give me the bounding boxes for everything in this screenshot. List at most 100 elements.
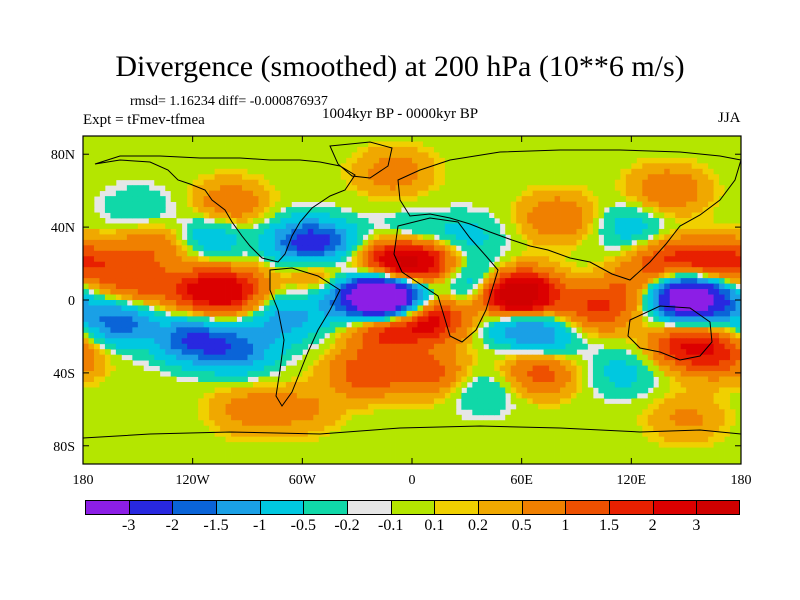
- field-cell: [148, 332, 155, 339]
- field-cell: [576, 157, 583, 164]
- field-cell: [510, 327, 517, 334]
- field-cell: [719, 223, 725, 230]
- field-cell: [631, 283, 638, 290]
- field-cell: [214, 141, 221, 148]
- field-cell: [236, 201, 243, 208]
- field-cell: [587, 223, 594, 230]
- field-cell: [373, 283, 380, 290]
- field-cell: [176, 349, 183, 356]
- field-cell: [291, 196, 298, 202]
- field-cell: [669, 190, 676, 197]
- field-cell: [697, 234, 704, 241]
- field-cell: [521, 223, 528, 230]
- field-cell: [209, 179, 215, 186]
- field-cell: [532, 338, 539, 345]
- field-cell: [373, 343, 380, 350]
- field-cell: [735, 261, 741, 268]
- field-cell: [494, 305, 501, 312]
- field-cell: [137, 300, 144, 306]
- field-cell: [401, 332, 407, 339]
- field-cell: [675, 310, 682, 317]
- field-cell: [280, 152, 287, 159]
- field-cell: [121, 207, 128, 213]
- field-cell: [252, 152, 259, 159]
- field-cell: [571, 261, 577, 268]
- field-cell: [236, 272, 243, 279]
- field-cell: [203, 190, 210, 197]
- field-cell: [417, 196, 424, 202]
- field-cell: [302, 310, 309, 317]
- field-cell: [603, 310, 610, 317]
- field-cell: [379, 256, 385, 263]
- field-cell: [335, 146, 342, 153]
- field-cell: [220, 174, 226, 181]
- field-cell: [620, 305, 627, 312]
- field-cell: [516, 256, 523, 263]
- field-cell: [505, 136, 512, 142]
- field-cell: [697, 245, 704, 252]
- field-cell: [658, 360, 665, 366]
- field-cell: [401, 261, 407, 268]
- field-cell: [560, 289, 566, 295]
- field-cell: [653, 278, 660, 284]
- field-cell: [483, 136, 490, 142]
- field-cell: [126, 185, 133, 192]
- field-cell: [719, 239, 725, 246]
- field-cell: [313, 289, 320, 295]
- field-cell: [631, 360, 638, 366]
- field-cell: [401, 201, 407, 208]
- field-cell: [412, 256, 418, 263]
- field-cell: [658, 146, 665, 153]
- field-cell: [390, 343, 396, 350]
- field-cell: [88, 136, 95, 142]
- field-cell: [83, 168, 89, 175]
- field-cell: [724, 283, 731, 290]
- field-cell: [636, 212, 643, 219]
- field-cell: [220, 283, 226, 290]
- field-cell: [296, 371, 303, 377]
- period-label: 1004kyr BP - 0000kyr BP: [322, 106, 479, 122]
- field-cell: [181, 185, 188, 192]
- field-cell: [724, 212, 731, 219]
- field-cell: [329, 343, 336, 350]
- field-cell: [165, 136, 172, 142]
- field-cell: [439, 223, 446, 230]
- field-cell: [565, 179, 572, 186]
- field-cell: [461, 305, 468, 312]
- field-cell: [390, 245, 396, 252]
- field-cell: [302, 300, 309, 306]
- field-cell: [242, 321, 248, 328]
- field-cell: [631, 223, 638, 230]
- field-cell: [302, 338, 309, 345]
- field-cell: [318, 234, 325, 241]
- field-cell: [187, 179, 194, 186]
- field-cell: [433, 136, 440, 142]
- field-cell: [642, 256, 649, 263]
- field-cell: [373, 141, 380, 148]
- field-cell: [93, 141, 100, 148]
- field-cell: [93, 185, 100, 192]
- field-cell: [576, 185, 583, 192]
- field-cell: [549, 354, 555, 361]
- field-cell: [538, 136, 544, 142]
- field-cell: [697, 365, 704, 372]
- field-cell: [543, 207, 550, 213]
- field-cell: [642, 228, 649, 235]
- field-cell: [214, 278, 221, 284]
- field-cell: [642, 321, 649, 328]
- field-cell: [198, 152, 205, 159]
- field-cell: [285, 332, 292, 339]
- field-cell: [159, 250, 166, 257]
- field-cell: [296, 360, 303, 366]
- field-cell: [137, 256, 144, 263]
- field-cell: [549, 316, 555, 323]
- field-cell: [483, 349, 490, 356]
- field-cell: [719, 338, 725, 345]
- field-cell: [346, 234, 353, 241]
- field-cell: [154, 305, 161, 312]
- field-cell: [390, 190, 396, 197]
- field-cell: [631, 212, 638, 219]
- field-cell: [702, 360, 709, 366]
- field-cell: [99, 360, 106, 366]
- field-cell: [198, 212, 205, 219]
